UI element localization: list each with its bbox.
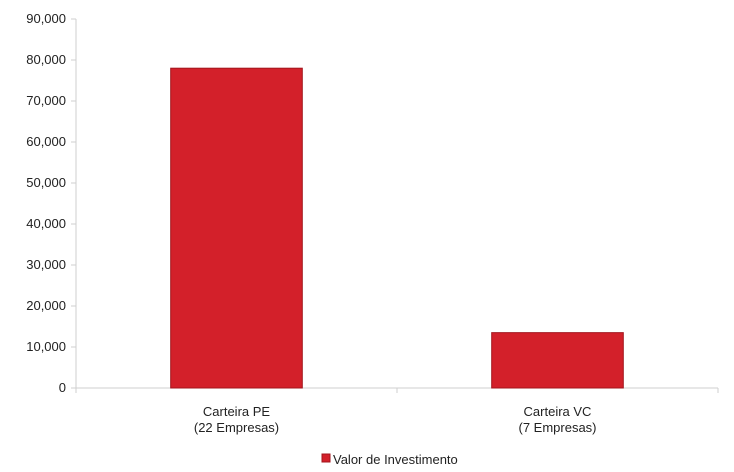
legend: Valor de Investimento [321,452,458,467]
legend-swatch [321,453,331,463]
y-tick-label: 70,000 [26,93,66,108]
bar [491,332,624,389]
y-tick-label: 30,000 [26,257,66,272]
bars-group [170,67,624,389]
y-tick-label: 10,000 [26,339,66,354]
x-axis [75,387,719,393]
y-tick-label: 0 [59,380,66,395]
y-tick-label: 50,000 [26,175,66,190]
category-label: (22 Empresas) [194,420,279,435]
category-label: (7 Empresas) [518,420,596,435]
category-labels: Carteira PE(22 Empresas) Carteira VC(7 Em… [194,404,597,435]
category-label: Carteira PE [203,404,271,419]
y-tick-label: 80,000 [26,52,66,67]
legend-label: Valor de Investimento [333,452,458,467]
category-label: Carteira VC [524,404,592,419]
y-tick-label: 40,000 [26,216,66,231]
y-tick-label: 60,000 [26,134,66,149]
y-tick-label: 20,000 [26,298,66,313]
y-tick-label: 90,000 [26,11,66,26]
bar [170,67,303,389]
y-axis: 0 10,000 20,000 30,000 40,000 50,000 60,000 70,… [26,11,77,395]
